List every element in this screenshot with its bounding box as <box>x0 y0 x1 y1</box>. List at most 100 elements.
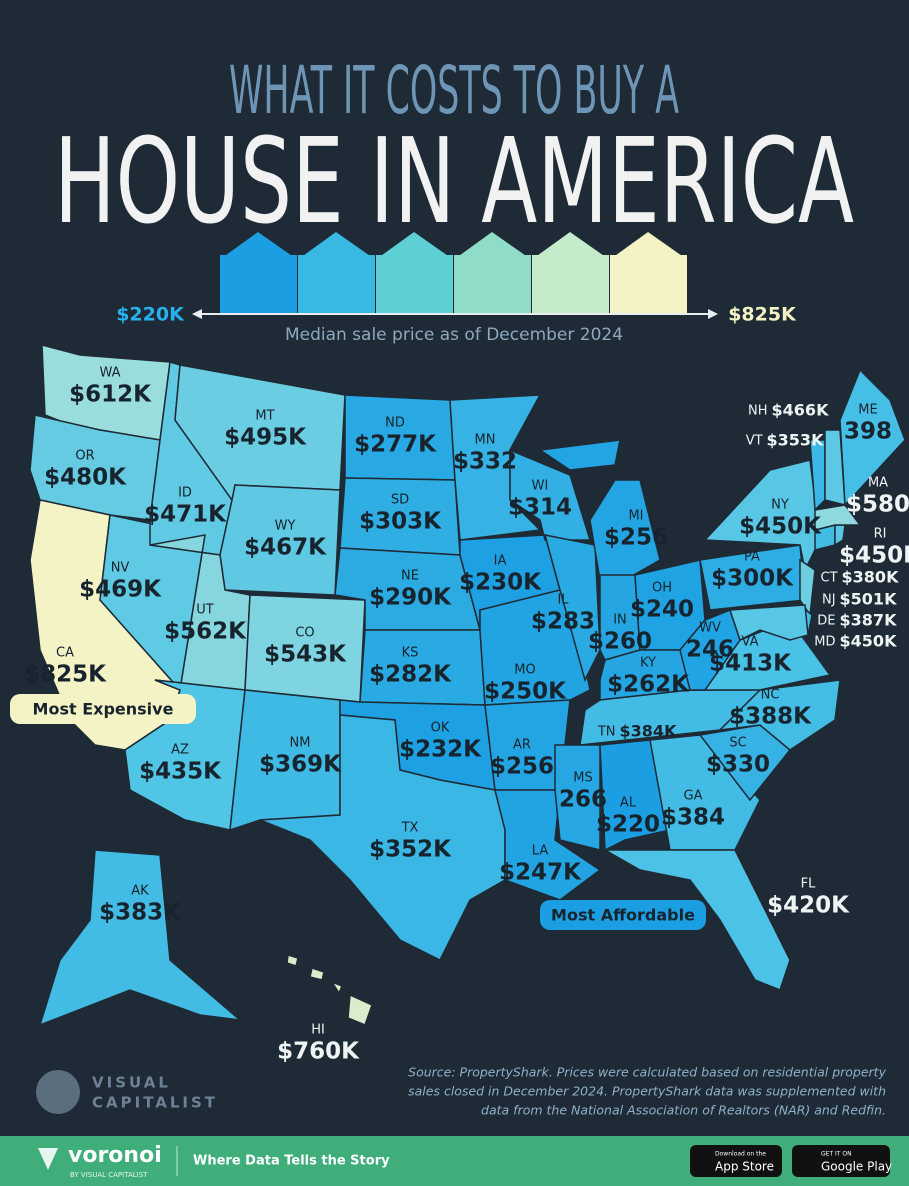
roof <box>612 232 685 258</box>
state-value: $256 <box>604 525 668 551</box>
state-abbr: FL <box>801 877 816 892</box>
state <box>286 954 373 1026</box>
state-value: $277K <box>354 432 437 458</box>
state-value: $450K <box>840 632 898 651</box>
state-abbr: WY <box>275 519 296 534</box>
state-value: $330 <box>706 752 770 778</box>
state-value: $384K <box>620 722 678 741</box>
state-abbr: IL <box>557 593 569 608</box>
state <box>259 714 506 962</box>
state-value: $220 <box>596 812 660 838</box>
state-abbr: KY <box>640 656 656 671</box>
arrow-head <box>192 309 202 319</box>
state-value: $303K <box>359 509 442 535</box>
state-abbr: SD <box>391 493 409 508</box>
state-abbr: WV <box>699 621 721 636</box>
state-abbr: TN <box>597 725 616 740</box>
state-value: $353K <box>767 431 825 450</box>
arrow-head <box>708 309 718 319</box>
state-value: $300K <box>711 566 794 592</box>
google-play-button[interactable] <box>792 1145 890 1177</box>
state-abbr: NV <box>111 561 130 576</box>
state-value: $247K <box>499 860 582 886</box>
state-value: $380K <box>842 568 900 587</box>
state-abbr: GA <box>684 789 703 804</box>
house <box>610 255 687 315</box>
logo-text: CAPITALIST <box>92 1094 218 1112</box>
logo-text: VISUAL <box>92 1074 171 1092</box>
state-value: $413K <box>709 651 792 677</box>
annotation: Most Affordable <box>551 906 695 925</box>
roof <box>456 232 529 258</box>
state-abbr: OR <box>75 449 94 464</box>
roof <box>378 232 451 258</box>
state-abbr: ND <box>385 416 405 431</box>
state <box>814 504 862 531</box>
state-value: $825K <box>24 662 107 688</box>
state-abbr: MD <box>814 635 835 650</box>
state-value: $232K <box>399 737 482 763</box>
state-value: $250K <box>484 679 567 705</box>
state-abbr: WI <box>532 479 549 494</box>
brand-sub: BY VISUAL CAPITALIST <box>70 1171 148 1179</box>
state-abbr: TX <box>401 821 419 836</box>
state-abbr: AL <box>620 796 637 811</box>
state-abbr: NC <box>761 688 780 703</box>
house <box>220 255 297 315</box>
state-value: $260 <box>588 629 652 655</box>
state-abbr: NY <box>771 498 789 513</box>
state-value: $332 <box>453 449 517 475</box>
state-value: $495K <box>224 425 307 451</box>
app-store-button[interactable] <box>690 1145 782 1177</box>
state-value: $369K <box>259 752 342 778</box>
state-value: $469K <box>79 577 162 603</box>
state-value: $283 <box>531 609 595 635</box>
state <box>29 414 161 521</box>
annotation: Most Expensive <box>33 700 174 719</box>
title-line1: WHAT IT COSTS TO BUY A <box>229 52 679 129</box>
state-abbr: NM <box>290 736 311 751</box>
state-abbr: HI <box>311 1023 325 1038</box>
title-line2: HOUSE IN AMERICA <box>54 112 854 250</box>
state-abbr: LA <box>532 844 549 859</box>
state-abbr: AR <box>513 738 531 753</box>
state-abbr: VA <box>742 635 759 650</box>
state-abbr: ME <box>858 403 877 418</box>
button-label: Google Play <box>821 1160 892 1174</box>
state-value: 398 <box>844 419 892 445</box>
state-value: $230K <box>459 570 542 596</box>
annotation-box <box>10 694 196 724</box>
state-value: $612K <box>69 382 152 408</box>
brand-icon <box>38 1148 58 1170</box>
button-small: Download on the <box>715 1151 766 1158</box>
state <box>599 739 671 852</box>
state-value: $420K <box>767 893 850 919</box>
state-value: $256 <box>490 754 554 780</box>
state-abbr: MI <box>628 509 643 524</box>
state-value: $562K <box>164 619 247 645</box>
house <box>454 255 531 315</box>
state-value: $282K <box>369 662 452 688</box>
state-abbr: IA <box>494 554 507 569</box>
state-value: $290K <box>369 585 452 611</box>
state-abbr: IN <box>613 613 627 628</box>
state <box>509 448 592 541</box>
state <box>543 534 601 683</box>
state-value: $435K <box>139 759 222 785</box>
subtitle: Median sale price as of December 2024 <box>285 325 623 345</box>
state <box>449 394 542 541</box>
source: Source: PropertyShark. Prices were calcu… <box>408 1065 886 1118</box>
roof <box>222 232 295 258</box>
source-line: sales closed in December 2024. PropertyS… <box>408 1084 886 1099</box>
state <box>602 849 791 991</box>
state-abbr: NE <box>401 569 419 584</box>
house <box>532 255 609 315</box>
state-value: $471K <box>144 502 227 528</box>
logo-icon <box>36 1070 80 1114</box>
annotation-box <box>540 900 706 930</box>
state-abbr: SC <box>729 736 746 751</box>
state-value: $262K <box>607 672 690 698</box>
house <box>376 255 453 315</box>
